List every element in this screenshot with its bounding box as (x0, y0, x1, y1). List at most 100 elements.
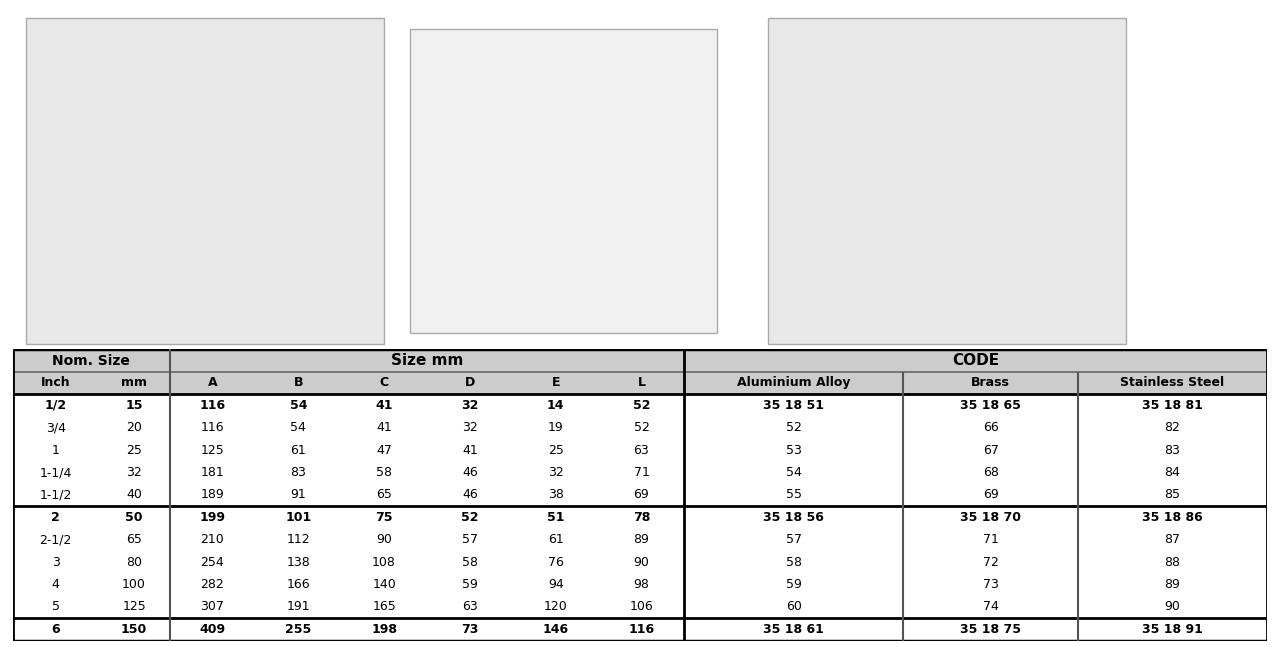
Text: 25: 25 (548, 444, 563, 457)
Bar (13, 372, 1267, 394)
Text: 90: 90 (1165, 600, 1180, 613)
Text: 106: 106 (630, 600, 653, 613)
Text: 32: 32 (548, 466, 563, 479)
Text: 150: 150 (122, 623, 147, 636)
Text: 89: 89 (1165, 578, 1180, 591)
Text: 58: 58 (376, 466, 392, 479)
Text: 54: 54 (291, 421, 306, 434)
Text: 20: 20 (127, 421, 142, 434)
Text: 98: 98 (634, 578, 649, 591)
Text: 191: 191 (287, 600, 310, 613)
FancyBboxPatch shape (26, 18, 384, 344)
Text: 35 18 86: 35 18 86 (1142, 511, 1203, 524)
Text: 116: 116 (201, 421, 224, 434)
Text: 1-1/2: 1-1/2 (40, 488, 72, 501)
Text: Size mm: Size mm (390, 353, 463, 368)
Text: 2-1/2: 2-1/2 (40, 533, 72, 546)
Text: 53: 53 (786, 444, 801, 457)
Text: 47: 47 (376, 444, 392, 457)
Text: 63: 63 (634, 444, 649, 457)
Text: 198: 198 (371, 623, 397, 636)
Bar (13, 349, 1267, 372)
Text: 32: 32 (127, 466, 142, 479)
Text: 83: 83 (1165, 444, 1180, 457)
Text: 72: 72 (983, 556, 998, 569)
Text: D: D (465, 377, 475, 389)
Text: 165: 165 (372, 600, 396, 613)
Text: 189: 189 (201, 488, 224, 501)
Text: 82: 82 (1165, 421, 1180, 434)
Text: 100: 100 (122, 578, 146, 591)
Text: 58: 58 (462, 556, 477, 569)
Text: 54: 54 (289, 399, 307, 412)
Text: 1-1/4: 1-1/4 (40, 466, 72, 479)
Text: Nom. Size: Nom. Size (52, 353, 131, 367)
Text: 166: 166 (287, 578, 310, 591)
Text: 61: 61 (291, 444, 306, 457)
Text: 19: 19 (548, 421, 563, 434)
Text: 65: 65 (127, 533, 142, 546)
Text: 71: 71 (983, 533, 998, 546)
Text: 41: 41 (462, 444, 477, 457)
Text: Stainless Steel: Stainless Steel (1120, 377, 1225, 389)
Text: 69: 69 (634, 488, 649, 501)
Text: 88: 88 (1165, 556, 1180, 569)
Text: mm: mm (122, 377, 147, 389)
Text: 89: 89 (634, 533, 649, 546)
Text: 125: 125 (201, 444, 224, 457)
Text: 35 18 70: 35 18 70 (960, 511, 1021, 524)
Text: 35 18 51: 35 18 51 (763, 399, 824, 412)
Text: 50: 50 (125, 511, 143, 524)
Text: CODE: CODE (952, 353, 1000, 368)
Text: 35 18 61: 35 18 61 (763, 623, 824, 636)
Text: 255: 255 (285, 623, 311, 636)
Text: 69: 69 (983, 488, 998, 501)
Text: 66: 66 (983, 421, 998, 434)
Text: 55: 55 (786, 488, 801, 501)
Text: 90: 90 (634, 556, 649, 569)
Text: 58: 58 (786, 556, 801, 569)
Text: 4: 4 (51, 578, 60, 591)
Text: 146: 146 (543, 623, 568, 636)
Text: 75: 75 (375, 511, 393, 524)
Text: 32: 32 (462, 421, 477, 434)
Text: 254: 254 (201, 556, 224, 569)
Text: 84: 84 (1165, 466, 1180, 479)
Text: 38: 38 (548, 488, 563, 501)
Text: 112: 112 (287, 533, 310, 546)
Text: 78: 78 (632, 511, 650, 524)
Text: 73: 73 (983, 578, 998, 591)
Text: 125: 125 (122, 600, 146, 613)
Text: 59: 59 (462, 578, 477, 591)
Text: 61: 61 (548, 533, 563, 546)
Text: 199: 199 (200, 511, 225, 524)
Text: 83: 83 (291, 466, 306, 479)
Text: 60: 60 (786, 600, 801, 613)
Text: 68: 68 (983, 466, 998, 479)
Text: 1: 1 (51, 444, 60, 457)
Text: 35 18 65: 35 18 65 (960, 399, 1021, 412)
Text: 35 18 81: 35 18 81 (1142, 399, 1203, 412)
Text: A: A (207, 377, 218, 389)
Text: 35 18 91: 35 18 91 (1142, 623, 1203, 636)
Text: 6: 6 (51, 623, 60, 636)
Text: 52: 52 (632, 399, 650, 412)
Text: 52: 52 (461, 511, 479, 524)
Text: 54: 54 (786, 466, 801, 479)
Text: 73: 73 (461, 623, 479, 636)
Text: 94: 94 (548, 578, 563, 591)
Text: 57: 57 (786, 533, 801, 546)
Text: 1/2: 1/2 (45, 399, 67, 412)
FancyBboxPatch shape (410, 29, 717, 333)
Text: 140: 140 (372, 578, 396, 591)
Text: 5: 5 (51, 600, 60, 613)
Text: 3/4: 3/4 (46, 421, 65, 434)
Text: 51: 51 (547, 511, 564, 524)
Text: B: B (293, 377, 303, 389)
Text: 3: 3 (51, 556, 60, 569)
Text: 307: 307 (201, 600, 224, 613)
Text: 282: 282 (201, 578, 224, 591)
Text: Aluminium Alloy: Aluminium Alloy (737, 377, 851, 389)
Text: 35 18 56: 35 18 56 (763, 511, 824, 524)
Text: Brass: Brass (972, 377, 1010, 389)
